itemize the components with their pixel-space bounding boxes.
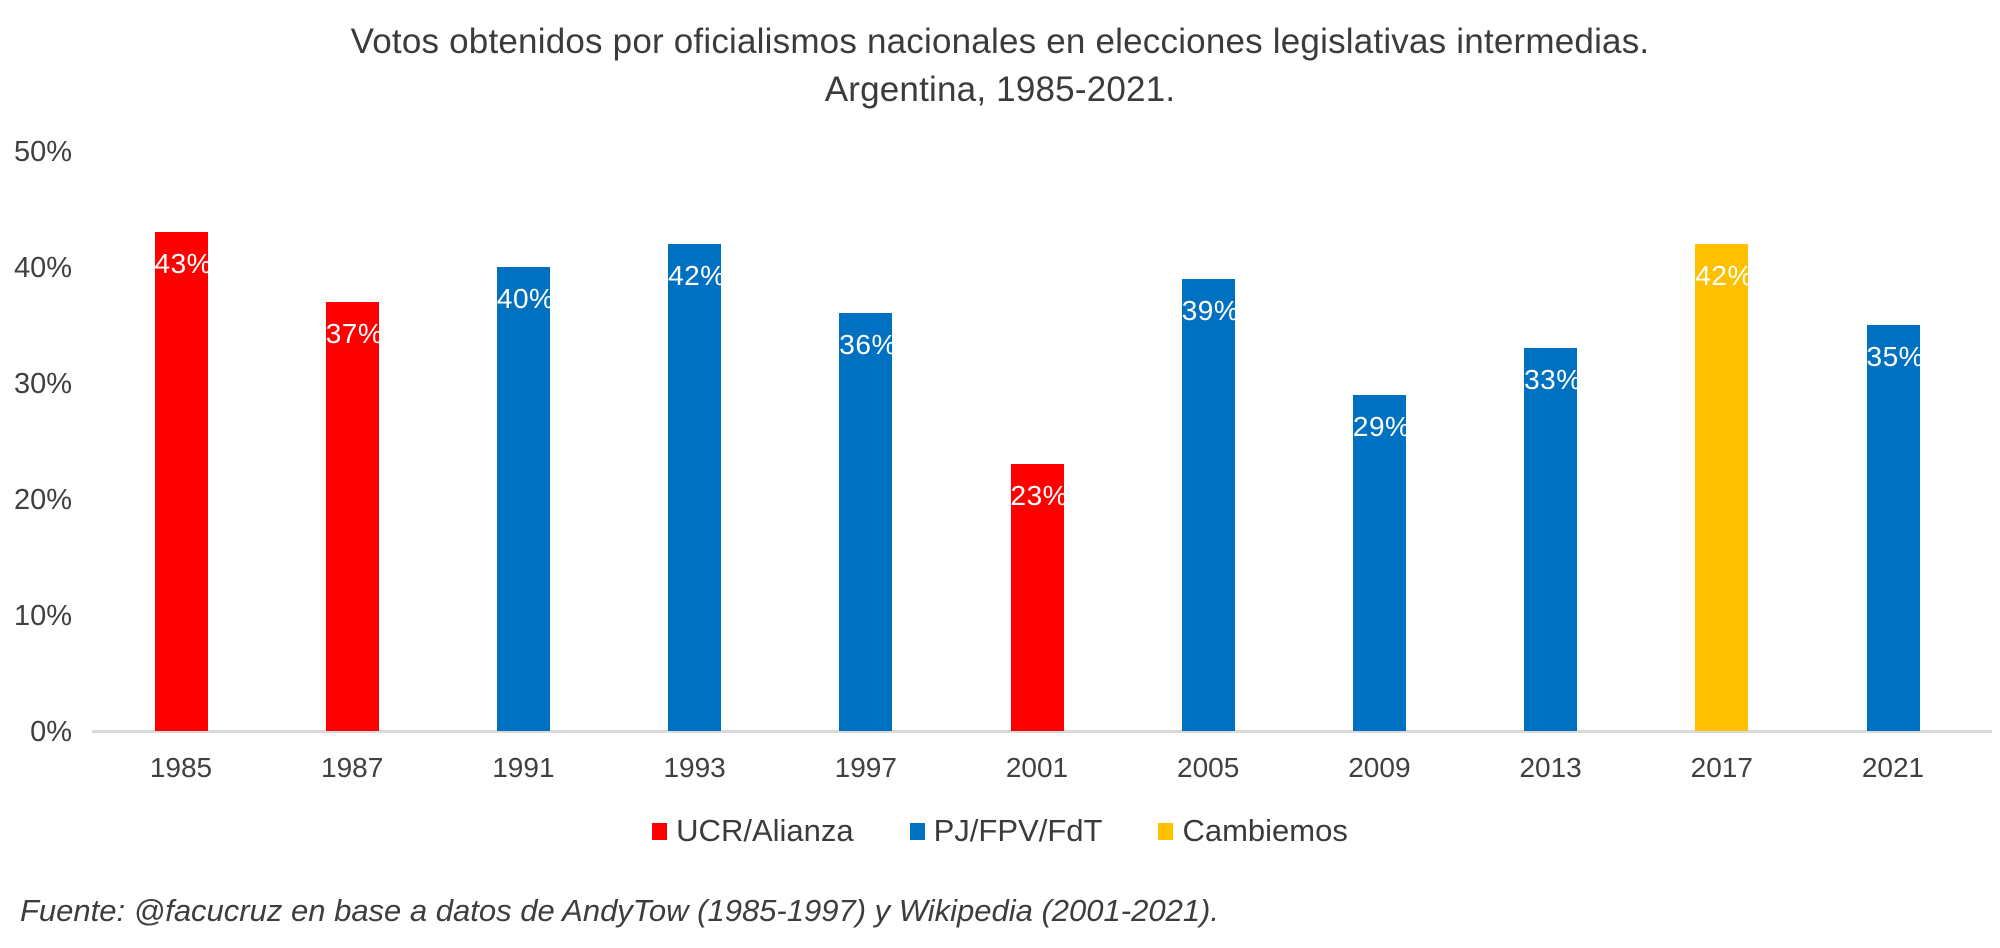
bar-2021: 35%: [1866, 325, 1925, 731]
y-axis-label-0pct: 0%: [30, 716, 72, 748]
y-axis-label-20pct: 20%: [13, 484, 72, 516]
y-axis-label-30pct: 30%: [13, 368, 72, 400]
legend-label-cambiemos: Cambiemos: [1182, 813, 1348, 848]
bar-value-label-2005: 39%: [1181, 295, 1240, 326]
x-axis-label-1997: 1997: [834, 752, 897, 783]
x-axis-label-1987: 1987: [321, 752, 384, 783]
legend-swatch-cambiemos-icon: [1158, 822, 1174, 840]
legend-swatch-ucr-alianza-icon: [652, 822, 668, 840]
legend-item-ucr-alianza: UCR/Alianza: [652, 813, 854, 849]
x-axis-label-2009: 2009: [1348, 752, 1411, 783]
legend-swatch-pj-fpv-fdt-icon: [909, 822, 925, 840]
bar-value-label-2021: 35%: [1866, 341, 1925, 372]
chart-title-line2: Argentina, 1985-2021.: [824, 70, 1176, 109]
bar-1987: 37%: [325, 302, 384, 731]
bar-1993: 42%: [668, 244, 726, 731]
legend-label-pj-fpv-fdt: PJ/FPV/FdT: [933, 813, 1103, 848]
bar-1985: 43%: [154, 232, 213, 731]
x-axis-label-2021: 2021: [1861, 752, 1925, 783]
x-axis-label-2017: 2017: [1690, 752, 1753, 783]
x-axis-label-1991: 1991: [492, 752, 555, 783]
bar-2017: 42%: [1695, 244, 1753, 731]
bar-value-label-1987: 37%: [325, 318, 384, 349]
y-axis-label-10pct: 10%: [13, 600, 72, 632]
bar-value-label-2009: 29%: [1352, 411, 1411, 442]
bar-1991: 40%: [496, 267, 555, 731]
bar-value-label-1991: 40%: [496, 283, 555, 314]
bar-value-label-1997: 36%: [839, 329, 897, 360]
y-axis-label-50pct: 50%: [13, 136, 72, 168]
legend-item-cambiemos: Cambiemos: [1158, 813, 1348, 849]
bar-2013: 33%: [1524, 348, 1582, 731]
bar-2005: 39%: [1181, 279, 1240, 731]
legend: UCR/Alianza PJ/FPV/FdT Cambiemos: [0, 813, 2000, 849]
bar-2009: 29%: [1352, 395, 1411, 731]
bar-value-label-2013: 33%: [1524, 364, 1582, 395]
bar-value-label-2017: 42%: [1695, 260, 1753, 291]
legend-item-pj-fpv-fdt: PJ/FPV/FdT: [909, 813, 1103, 849]
x-axis-line: [92, 730, 1992, 733]
chart-title-line1: Votos obtenidos por oficialismos naciona…: [350, 22, 1650, 61]
chart-title: Votos obtenidos por oficialismos naciona…: [0, 18, 2000, 114]
bar-2001: 23%: [1010, 464, 1069, 731]
bar-value-label-1993: 42%: [668, 260, 726, 291]
bar-1997: 36%: [839, 313, 897, 731]
x-axis-label-2001: 2001: [1005, 752, 1069, 783]
source-note: Fuente: @facucruz en base a datos de And…: [20, 893, 1219, 928]
legend-label-ucr-alianza: UCR/Alianza: [676, 813, 854, 848]
x-axis-label-1993: 1993: [663, 752, 726, 783]
bar-value-label-1985: 43%: [154, 248, 213, 279]
x-axis-label-1985: 1985: [149, 752, 213, 783]
x-axis-label-2005: 2005: [1177, 752, 1240, 783]
x-axis-label-2013: 2013: [1519, 752, 1582, 783]
bar-value-label-2001: 23%: [1010, 480, 1069, 511]
y-axis-label-40pct: 40%: [13, 252, 72, 284]
